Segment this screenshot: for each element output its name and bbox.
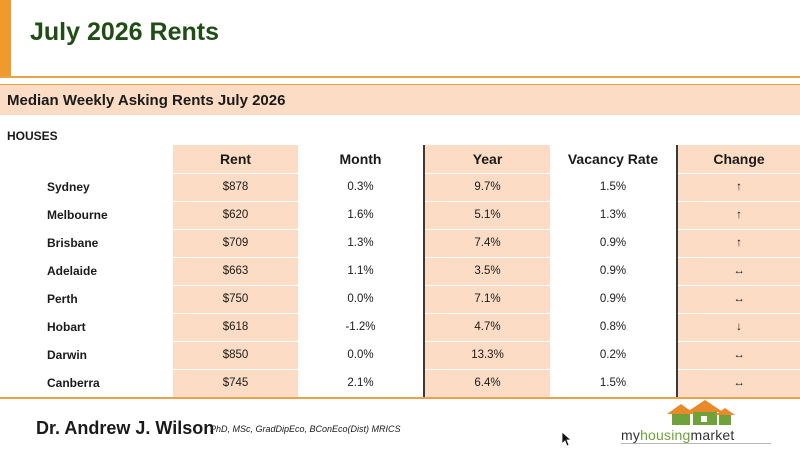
vacancy-rate-value: 0.2%	[550, 340, 677, 369]
rent-value: $709	[173, 228, 298, 257]
change-arrow-icon: ↑	[676, 228, 800, 257]
year-change-value: 13.3%	[423, 340, 550, 369]
year-change-value: 9.7%	[423, 172, 550, 201]
page-title: July 2026 Rents	[30, 18, 219, 46]
section-header: Median Weekly Asking Rents July 2026	[0, 84, 800, 115]
month-change-value: 1.6%	[298, 200, 424, 229]
vacancy-rate-value: 1.5%	[550, 368, 677, 397]
mouse-pointer-icon	[562, 432, 572, 446]
author-name: Dr. Andrew J. Wilson	[36, 418, 215, 438]
city-name: Canberra	[0, 368, 173, 397]
year-change-value: 7.1%	[423, 284, 550, 313]
houses-label: HOUSES	[7, 129, 58, 143]
change-arrow-icon: ↔	[676, 256, 800, 285]
left-accent-bar	[0, 0, 11, 78]
vacancy-rate-value: 1.3%	[550, 200, 677, 229]
change-arrow-icon: ↔	[676, 284, 800, 313]
header-vacancy-rate: Vacancy Rate	[567, 150, 659, 167]
vacancy-rate-value: 0.8%	[550, 312, 677, 341]
month-change-value: 1.1%	[298, 256, 424, 285]
rent-value: $620	[173, 200, 298, 229]
logo-underline	[621, 443, 771, 444]
header-month: Month	[339, 150, 382, 167]
rent-value: $745	[173, 368, 298, 397]
city-name: Melbourne	[0, 200, 173, 229]
author-credentials: PhD, MSc, GradDipEco, BConEco(Dist) MRIC…	[210, 424, 401, 434]
table-row: Brisbane $709 1.3% 7.4% 0.9% ↑	[0, 228, 800, 257]
rent-value: $878	[173, 172, 298, 201]
logo-text-housing: housing	[640, 427, 691, 443]
table-row: Darwin $850 0.0% 13.3% 0.2% ↔	[0, 340, 800, 369]
rent-value: $618	[173, 312, 298, 341]
city-name: Sydney	[0, 172, 173, 201]
month-change-value: 2.1%	[298, 368, 424, 397]
table-row: Perth $750 0.0% 7.1% 0.9% ↔	[0, 284, 800, 313]
vacancy-rate-value: 1.5%	[550, 172, 677, 201]
rent-value: $663	[173, 256, 298, 285]
month-change-value: 0.0%	[298, 284, 424, 313]
year-change-value: 6.4%	[423, 368, 550, 397]
vacancy-rate-value: 0.9%	[550, 256, 677, 285]
month-change-value: 0.0%	[298, 340, 424, 369]
logo-wordmark: myhousingmarket	[621, 427, 735, 443]
change-arrow-icon: ↓	[676, 312, 800, 341]
rents-table: Rent Month Year Vacancy Rate Change Sydn…	[0, 145, 800, 397]
header-change: Change	[676, 145, 800, 173]
vacancy-rate-value: 0.9%	[550, 228, 677, 257]
table-row: Melbourne $620 1.6% 5.1% 1.3% ↑	[0, 200, 800, 229]
table-row: Sydney $878 0.3% 9.7% 1.5% ↑	[0, 172, 800, 201]
change-arrow-icon: ↑	[676, 200, 800, 229]
table-row: Canberra $745 2.1% 6.4% 1.5% ↔	[0, 368, 800, 397]
rent-value: $750	[173, 284, 298, 313]
year-change-value: 3.5%	[423, 256, 550, 285]
title-divider	[0, 76, 800, 78]
logo-text-my: my	[621, 427, 641, 443]
logo-text-market: market	[690, 427, 735, 443]
year-change-value: 7.4%	[423, 228, 550, 257]
month-change-value: 1.3%	[298, 228, 424, 257]
change-arrow-icon: ↑	[676, 172, 800, 201]
header-year: Year	[423, 145, 550, 173]
header-rent: Rent	[173, 145, 298, 173]
city-name: Hobart	[0, 312, 173, 341]
myhousingmarket-logo: myhousingmarket	[621, 400, 775, 446]
month-change-value: 0.3%	[298, 172, 424, 201]
table-row: Adelaide $663 1.1% 3.5% 0.9% ↔	[0, 256, 800, 285]
change-arrow-icon: ↔	[676, 340, 800, 369]
table-header-row: Rent Month Year Vacancy Rate Change	[0, 145, 800, 173]
section-title: Median Weekly Asking Rents July 2026	[7, 92, 286, 109]
month-change-value: -1.2%	[298, 312, 424, 341]
vacancy-rate-value: 0.9%	[550, 284, 677, 313]
city-name: Darwin	[0, 340, 173, 369]
year-change-value: 5.1%	[423, 200, 550, 229]
header-city	[0, 145, 173, 173]
city-name: Brisbane	[0, 228, 173, 257]
city-name: Perth	[0, 284, 173, 313]
city-name: Adelaide	[0, 256, 173, 285]
year-change-value: 4.7%	[423, 312, 550, 341]
rent-value: $850	[173, 340, 298, 369]
table-row: Hobart $618 -1.2% 4.7% 0.8% ↓	[0, 312, 800, 341]
house-roofs-icon	[667, 400, 735, 425]
change-arrow-icon: ↔	[676, 368, 800, 397]
footer-divider	[0, 397, 800, 399]
